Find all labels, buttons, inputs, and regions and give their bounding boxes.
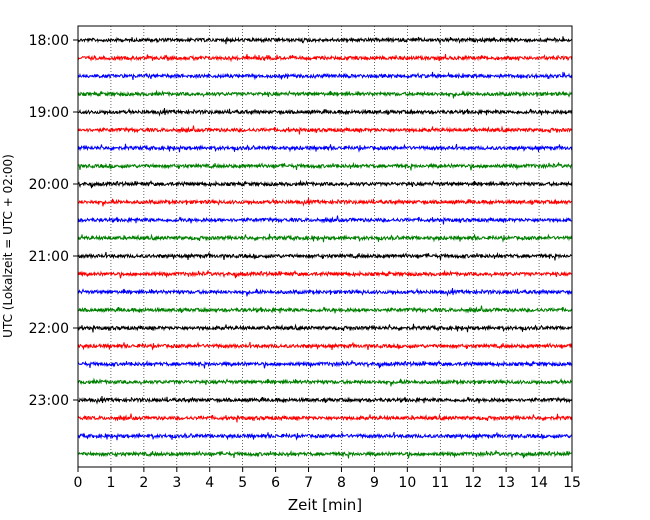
y-tick-label-23:00: 23:00 [29, 393, 69, 409]
x-tick-label-4: 4 [205, 475, 214, 491]
x-tick-label-15: 15 [563, 475, 581, 491]
trace-12 [77, 233, 573, 243]
y-axis-label: UTC (Lokalzeit = UTC + 02:00) [1, 154, 15, 338]
y-tick-label-21:00: 21:00 [29, 249, 69, 265]
trace-8 [77, 161, 573, 171]
trace-14 [77, 269, 573, 279]
x-tick-label-10: 10 [398, 475, 416, 491]
seismic-traces [77, 36, 573, 459]
x-tick-label-0: 0 [74, 475, 83, 491]
trace-16 [77, 305, 573, 314]
trace-17 [77, 323, 573, 333]
x-tick-label-7: 7 [304, 475, 313, 491]
y-tick-label-22:00: 22:00 [29, 321, 69, 337]
x-axis-ticks: 0 1 2 3 4 5 6 7 8 9 10 11 12 13 14 15 [74, 467, 581, 491]
trace-5 [77, 107, 573, 117]
trace-4 [77, 89, 573, 99]
trace-6 [77, 125, 573, 135]
trace-11 [77, 215, 573, 225]
trace-22 [77, 413, 573, 423]
trace-18 [77, 341, 573, 351]
x-tick-label-1: 1 [106, 475, 115, 491]
x-tick-label-3: 3 [172, 475, 181, 491]
x-tick-label-9: 9 [370, 475, 379, 491]
trace-2 [77, 53, 573, 63]
x-tick-label-6: 6 [271, 475, 280, 491]
trace-13 [77, 251, 573, 261]
x-tick-label-11: 11 [431, 475, 449, 491]
x-tick-label-2: 2 [139, 475, 148, 491]
trace-1 [77, 36, 573, 45]
y-axis-ticks: 18:00 19:00 20:00 21:00 22:00 23:00 [29, 33, 78, 409]
trace-7 [77, 143, 573, 153]
trace-10 [77, 197, 573, 207]
trace-9 [77, 179, 573, 189]
x-tick-label-5: 5 [238, 475, 247, 491]
trace-21 [77, 396, 573, 405]
x-axis-label: Zeit [min] [288, 496, 362, 514]
x-tick-label-8: 8 [337, 475, 346, 491]
y-tick-label-18:00: 18:00 [29, 33, 69, 49]
y-tick-label-19:00: 19:00 [29, 105, 69, 121]
x-tick-label-12: 12 [464, 475, 482, 491]
trace-23 [77, 431, 573, 441]
x-tick-label-14: 14 [530, 475, 548, 491]
y-tick-label-20:00: 20:00 [29, 177, 69, 193]
plot-frame [77, 25, 573, 468]
trace-20 [77, 377, 573, 387]
trace-3 [77, 71, 573, 81]
trace-15 [77, 287, 573, 297]
trace-24 [77, 449, 573, 459]
trace-19 [77, 359, 573, 369]
x-tick-label-13: 13 [497, 475, 515, 491]
